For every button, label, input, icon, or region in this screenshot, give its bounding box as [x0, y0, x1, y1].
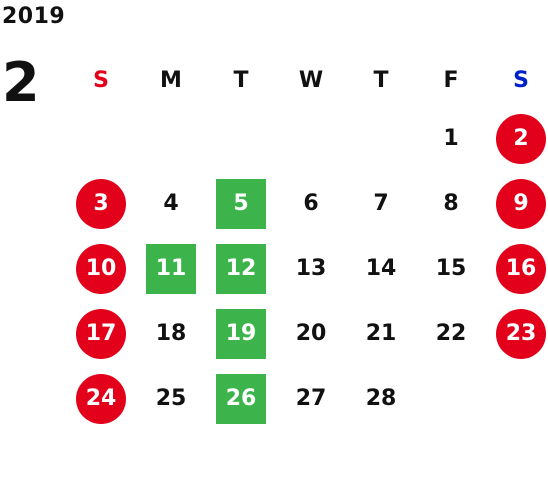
weekday-header-sunday: S — [93, 67, 109, 93]
day-cell: 4 — [136, 171, 206, 236]
day-cell: 25 — [136, 366, 206, 431]
week-row: 10 11 12 13 14 15 16 — [66, 236, 548, 301]
holiday-day: 2 — [496, 113, 546, 164]
day-cell — [416, 366, 486, 431]
day-cell: 3 — [66, 171, 136, 236]
calendar-grid: S M T W T F S 1 2 3 4 5 6 7 8 9 10 11 12 13 14 15 16 17 1… — [66, 54, 548, 431]
weekday-header-row: S M T W T F S — [66, 54, 548, 106]
day-cell: 23 — [486, 301, 548, 366]
day-cell: 17 — [66, 301, 136, 366]
holiday-day: 10 — [76, 243, 126, 294]
holiday-day: 17 — [76, 308, 126, 359]
week-row: 3 4 5 6 7 8 9 — [66, 171, 548, 236]
day-cell: 5 — [206, 171, 276, 236]
calendar-day: 21 — [365, 321, 397, 346]
weekday-header-friday: F — [443, 67, 459, 93]
calendar-day: 25 — [155, 386, 187, 411]
day-cell — [136, 106, 206, 171]
weekday-header-thursday: T — [373, 67, 389, 93]
calendar-day: 28 — [365, 386, 397, 411]
holiday-day: 24 — [76, 373, 126, 424]
calendar-day: 7 — [373, 191, 389, 216]
day-cell: 14 — [346, 236, 416, 301]
day-cell: 9 — [486, 171, 548, 236]
calendar-day: 27 — [295, 386, 327, 411]
day-cell: 13 — [276, 236, 346, 301]
day-cell: 16 — [486, 236, 548, 301]
weekday-header-saturday: S — [513, 67, 529, 93]
calendar-day: 22 — [435, 321, 467, 346]
calendar-day: 6 — [303, 191, 319, 216]
weekday-header-tuesday: T — [233, 67, 249, 93]
holiday-day: 3 — [76, 178, 126, 229]
day-cell: 27 — [276, 366, 346, 431]
calendar-day: 13 — [295, 256, 327, 281]
day-cell: 2 — [486, 106, 548, 171]
closed-day: 12 — [216, 243, 266, 294]
day-cell — [206, 106, 276, 171]
day-cell: 19 — [206, 301, 276, 366]
day-cell: 24 — [66, 366, 136, 431]
day-cell: 1 — [416, 106, 486, 171]
day-cell: 21 — [346, 301, 416, 366]
day-cell: 20 — [276, 301, 346, 366]
day-cell: 12 — [206, 236, 276, 301]
day-cell: 15 — [416, 236, 486, 301]
calendar-day: 1 — [443, 126, 459, 151]
day-cell: 28 — [346, 366, 416, 431]
calendar-day: 4 — [163, 191, 179, 216]
day-cell: 7 — [346, 171, 416, 236]
day-cell: 6 — [276, 171, 346, 236]
week-row: 24 25 26 27 28 — [66, 366, 548, 431]
day-cell — [346, 106, 416, 171]
weekday-header-monday: M — [160, 67, 182, 93]
day-cell — [66, 106, 136, 171]
day-cell: 10 — [66, 236, 136, 301]
calendar-weeks: 1 2 3 4 5 6 7 8 9 10 11 12 13 14 15 16 17 18 19 20 21 22 23 24 2… — [66, 106, 548, 431]
holiday-day: 9 — [496, 178, 546, 229]
day-cell: 18 — [136, 301, 206, 366]
closed-day: 26 — [216, 373, 266, 424]
closed-day: 19 — [216, 308, 266, 359]
calendar-day: 14 — [365, 256, 397, 281]
calendar-month: 2 — [2, 51, 40, 114]
weekday-header-wednesday: W — [298, 67, 324, 93]
closed-day: 11 — [146, 243, 196, 294]
calendar-day: 18 — [155, 321, 187, 346]
calendar-day: 8 — [443, 191, 459, 216]
day-cell: 11 — [136, 236, 206, 301]
day-cell — [276, 106, 346, 171]
day-cell: 22 — [416, 301, 486, 366]
holiday-day: 23 — [496, 308, 546, 359]
holiday-day: 16 — [496, 243, 546, 294]
day-cell — [486, 366, 548, 431]
day-cell: 8 — [416, 171, 486, 236]
calendar-day: 15 — [435, 256, 467, 281]
closed-day: 5 — [216, 178, 266, 229]
calendar-year: 2019 — [2, 4, 66, 29]
calendar-day: 20 — [295, 321, 327, 346]
week-row: 17 18 19 20 21 22 23 — [66, 301, 548, 366]
day-cell: 26 — [206, 366, 276, 431]
